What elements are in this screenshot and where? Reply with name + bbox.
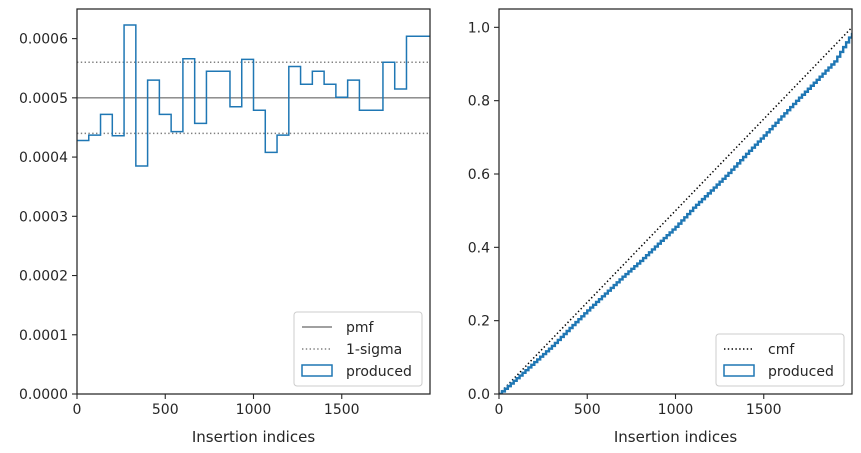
x-tick-label: 1500 (324, 402, 360, 418)
y-tick-label: 0.0005 (19, 91, 68, 107)
right-cumulative-panel: 0 500 1000 1500 0.0 0.2 0.4 0.6 0.8 1.0 Insertion … (468, 8, 853, 446)
legend-box (293, 311, 423, 387)
y-tick-label: 0.8 (468, 94, 490, 110)
y-tick-label: 1.0 (468, 20, 490, 36)
x-tick-label: 0 (495, 402, 504, 418)
y-tick-label: 0.2 (468, 314, 490, 330)
x-tick-label: 1000 (236, 402, 272, 418)
series-produced-step-line (499, 32, 852, 394)
legend-produced-swatch (301, 364, 333, 377)
plot-area (77, 24, 430, 167)
x-tick-label: 500 (152, 402, 179, 418)
y-tick-label: 0.0003 (19, 209, 68, 225)
legend: pmf 1-sigma produced (293, 311, 423, 387)
legend-box (715, 333, 845, 387)
x-tick-label: 500 (574, 402, 601, 418)
legend-label: 1-sigma (346, 342, 402, 358)
x-axis-label: Insertion indices (192, 428, 315, 446)
x-tick-label: 1500 (746, 402, 782, 418)
plot-area (499, 26, 852, 394)
legend-label: produced (768, 364, 834, 380)
y-tick-label: 0.0002 (19, 269, 68, 285)
legend-label: cmf (768, 342, 795, 358)
x-tick-label: 0 (73, 402, 82, 418)
legend-produced-swatch (723, 364, 755, 377)
left-histogram-panel: 0 500 1000 1500 0.0000 0.0001 0.0002 0.0003 0.00… (19, 8, 431, 446)
x-axis-label: Insertion indices (614, 428, 737, 446)
y-tick-label: 0.0004 (19, 150, 68, 166)
y-tick-label: 0.0006 (19, 32, 68, 48)
legend-label: pmf (346, 320, 375, 336)
legend-label: produced (346, 364, 412, 380)
y-tick-label: 0.0000 (19, 387, 68, 403)
cmf-reference-line (499, 26, 852, 394)
y-tick-label: 0.0 (468, 387, 490, 403)
x-tick-label: 1000 (658, 402, 694, 418)
y-tick-label: 0.6 (468, 167, 490, 183)
legend: cmf produced (715, 333, 845, 387)
y-tick-label: 0.0001 (19, 328, 68, 344)
series-produced-step-line (77, 24, 430, 167)
y-tick-label: 0.4 (468, 240, 490, 256)
